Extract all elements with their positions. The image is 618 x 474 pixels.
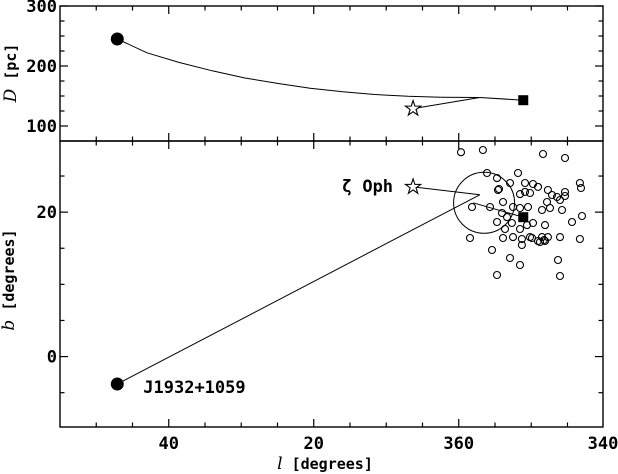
zeta-oph-current-marker-top xyxy=(403,98,423,117)
cluster-member-point xyxy=(520,187,530,196)
cluster-member-point xyxy=(555,271,565,281)
cluster-member-point xyxy=(555,233,565,242)
cluster-member-point xyxy=(540,221,550,230)
cluster-member-point xyxy=(515,260,525,270)
zeta-oph-current-label: ζ Oph xyxy=(342,177,393,197)
x-axis-title: l [degrees] xyxy=(277,454,373,474)
cluster-member-point xyxy=(498,233,508,243)
cluster-member-point xyxy=(538,149,548,159)
cluster-member-point xyxy=(492,270,502,280)
upper-sco-center-marker-top xyxy=(518,95,529,106)
y-tick-label: 20 xyxy=(37,203,57,223)
cluster-member-point xyxy=(576,183,586,193)
y-axis-title-bottom-variable: b xyxy=(0,320,19,331)
pulsar-past-track-line-bottom xyxy=(117,194,481,385)
cluster-member-point xyxy=(527,233,537,243)
cluster-member-point xyxy=(515,190,525,199)
cluster-member-point xyxy=(487,245,497,255)
y-tick-label: 0 xyxy=(47,348,57,368)
cluster-member-point xyxy=(533,182,543,191)
y-axis-title-top: D [pc] xyxy=(1,44,21,104)
cluster-member-point xyxy=(498,197,508,207)
y-tick-label: 100 xyxy=(26,117,57,137)
x-axis-title-unit: [degrees] xyxy=(283,455,373,473)
cluster-member-point xyxy=(508,202,518,212)
cluster-member-point xyxy=(553,255,563,265)
cluster-member-point xyxy=(567,217,577,227)
x-tick-label: 360 xyxy=(443,434,474,454)
cluster-member-point xyxy=(505,253,515,263)
x-tick-label: 340 xyxy=(588,434,618,454)
birth-region-circle xyxy=(453,171,516,234)
cluster-member-point xyxy=(500,224,510,234)
cluster-member-point xyxy=(515,224,525,234)
cluster-member-point xyxy=(517,234,526,244)
cluster-member-point xyxy=(465,233,475,243)
x-axis-title-variable: l xyxy=(277,454,282,474)
cluster-member-point xyxy=(505,178,515,188)
cluster-member-point xyxy=(560,187,570,197)
cluster-member-point xyxy=(523,202,533,212)
cluster-member-point xyxy=(456,148,466,157)
cluster-member-point xyxy=(508,233,518,242)
cluster-member-point xyxy=(507,218,516,228)
zeta-oph-track-line-bottom xyxy=(413,186,480,196)
cluster-member-point xyxy=(478,145,487,155)
cluster-member-point xyxy=(560,153,570,163)
cluster-member-point xyxy=(543,233,552,242)
cluster-member-point xyxy=(467,202,477,212)
cluster-member-point xyxy=(543,185,552,195)
cluster-member-point xyxy=(577,211,587,221)
psr-j1932-current-marker-bottom xyxy=(110,377,124,391)
y-tick-label: 300 xyxy=(26,0,57,17)
cluster-member-point xyxy=(492,217,502,227)
cluster-track-line-bottom xyxy=(473,202,524,218)
cluster-member-point xyxy=(520,178,530,188)
cluster-member-point xyxy=(515,203,525,213)
psr-j1932-current-marker-top xyxy=(110,32,124,46)
psr-j1932-current-label: J1932+1059 xyxy=(143,378,245,398)
cluster-member-point xyxy=(525,188,535,198)
cluster-member-point xyxy=(555,195,565,205)
cluster-member-point xyxy=(537,205,547,215)
y-axis-title-top-variable: D xyxy=(1,88,21,103)
cluster-member-point xyxy=(575,234,584,244)
y-axis-title-bottom: b [degrees] xyxy=(0,229,19,330)
cluster-member-point xyxy=(497,208,507,218)
x-tick-label: 20 xyxy=(303,434,323,454)
upper-sco-center-marker-bottom xyxy=(518,212,529,223)
cluster-member-point xyxy=(560,191,570,201)
cluster-member-point xyxy=(557,205,567,215)
cluster-member-point xyxy=(545,203,555,213)
cluster-member-point xyxy=(575,178,584,188)
zeta-oph-current-marker-bottom xyxy=(403,177,423,195)
cluster-member-point xyxy=(502,213,512,222)
x-tick-label: 40 xyxy=(159,434,179,454)
cluster-member-point xyxy=(482,168,492,178)
cluster-member-point xyxy=(485,202,495,212)
pulsar-past-track-line-top xyxy=(117,38,480,98)
cluster-member-point xyxy=(493,185,503,195)
cluster-member-point xyxy=(535,237,545,247)
cluster-member-point xyxy=(513,168,523,178)
y-axis-title-top-unit: [pc] xyxy=(2,44,20,89)
cluster-member-point xyxy=(492,174,502,183)
cluster-member-point xyxy=(517,240,526,250)
y-axis-title-bottom-unit: [degrees] xyxy=(0,229,18,319)
cluster-member-point xyxy=(528,218,538,228)
top-panel-frame xyxy=(59,5,604,142)
zeta-oph-track-line-top xyxy=(413,97,480,110)
cluster-member-point xyxy=(547,190,557,200)
cluster-member-point xyxy=(494,184,504,194)
cluster-track-line-top xyxy=(479,97,524,101)
y-tick-label: 200 xyxy=(26,57,57,77)
